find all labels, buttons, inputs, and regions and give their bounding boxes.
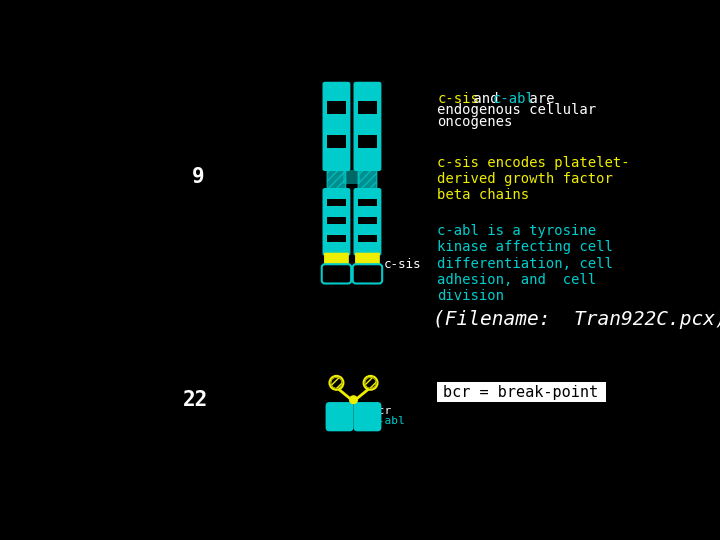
Text: are: are [521, 92, 554, 106]
Bar [343, 170, 361, 184]
Text: bcr: bcr [371, 406, 391, 416]
Bar [327, 135, 346, 147]
Bar [327, 235, 346, 242]
Text: 9: 9 [192, 167, 205, 187]
FancyBboxPatch shape [437, 382, 606, 402]
Bar [327, 101, 346, 114]
Bar [327, 199, 346, 206]
FancyBboxPatch shape [355, 253, 380, 268]
FancyBboxPatch shape [358, 164, 377, 191]
FancyBboxPatch shape [354, 188, 382, 256]
FancyBboxPatch shape [322, 264, 351, 284]
FancyBboxPatch shape [323, 188, 351, 256]
Text: c-sis encodes platelet-
derived growth factor
beta chains: c-sis encodes platelet- derived growth f… [437, 156, 630, 202]
Text: c-abl: c-abl [493, 92, 535, 106]
Bar [358, 101, 377, 114]
FancyBboxPatch shape [324, 253, 349, 268]
Circle shape [330, 376, 343, 390]
Bar [358, 235, 377, 242]
Text: (Filename:  Tran922C.pcx): (Filename: Tran922C.pcx) [433, 309, 720, 329]
Circle shape [350, 396, 357, 403]
Text: 22: 22 [183, 390, 208, 410]
FancyBboxPatch shape [354, 82, 382, 171]
Bar [358, 218, 377, 224]
Text: c-sis: c-sis [437, 92, 479, 106]
FancyBboxPatch shape [325, 402, 354, 431]
Text: c-abl is a tyrosine
kinase affecting cell
differentiation, cell
adhesion, and  c: c-abl is a tyrosine kinase affecting cel… [437, 224, 613, 303]
Text: c-sis: c-sis [384, 258, 421, 271]
FancyBboxPatch shape [354, 402, 382, 431]
Text: and: and [465, 92, 507, 106]
Bar [327, 218, 346, 224]
FancyBboxPatch shape [327, 164, 346, 191]
Text: c-abl: c-abl [371, 416, 405, 426]
Circle shape [364, 376, 377, 390]
Text: oncogenes: oncogenes [437, 115, 513, 129]
Text: endogenous cellular: endogenous cellular [437, 103, 596, 117]
FancyBboxPatch shape [323, 82, 351, 171]
Text: bcr = break-point region: bcr = break-point region [444, 384, 662, 400]
Bar [358, 135, 377, 147]
FancyBboxPatch shape [353, 264, 382, 284]
Bar [358, 199, 377, 206]
